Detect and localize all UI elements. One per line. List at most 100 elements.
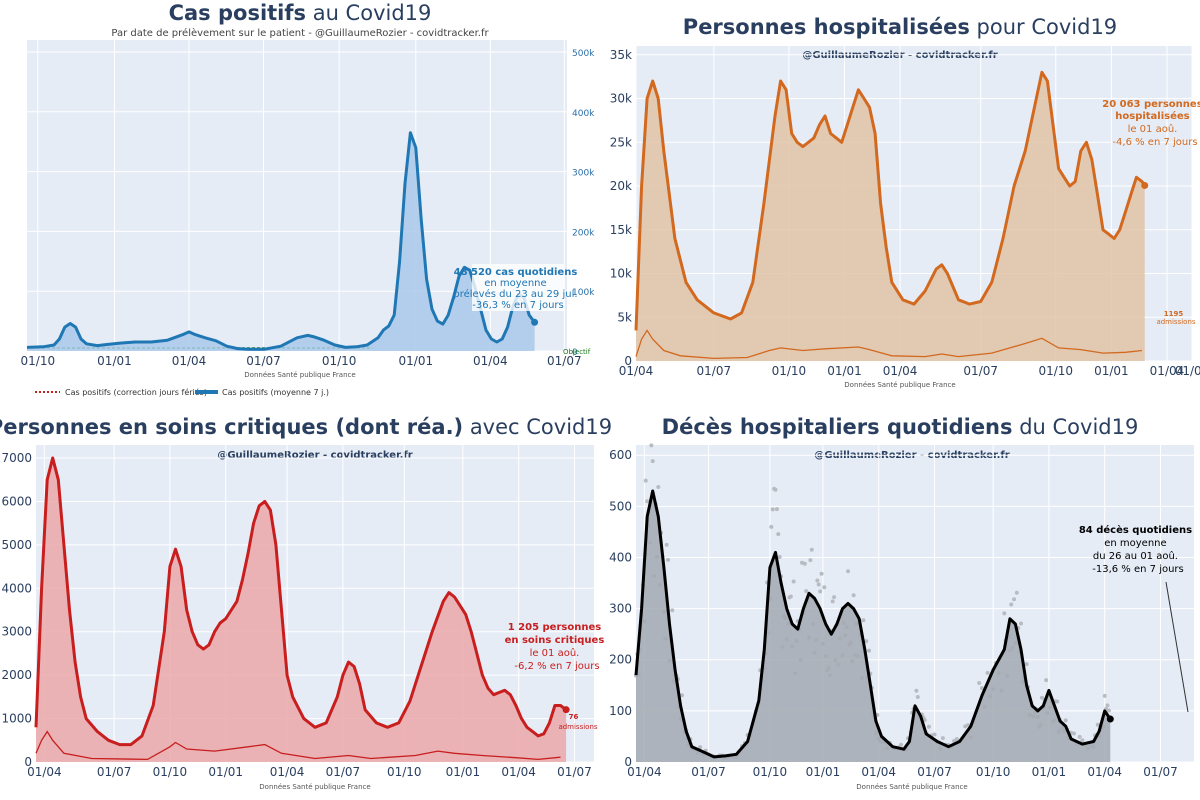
x-tick-label: 01/04: [883, 364, 918, 378]
deaths-chart-panel: Décès hospitaliers quotidiens du Covid19…: [609, 415, 1197, 791]
y-tick-label: 0: [624, 354, 632, 368]
daily-dot: [1077, 734, 1082, 739]
annotation-line-3: prélevés du 23 au 29 jul.: [453, 288, 577, 300]
daily-dot: [1039, 695, 1044, 700]
y-tick-label: 300: [609, 602, 632, 616]
annotation: 84 décès quotidiens en moyenne du 26 au …: [1079, 518, 1197, 575]
y-tick-label: 600: [609, 448, 632, 462]
x-tick-label: 01/10: [153, 765, 188, 779]
data-source: Données Santé publique France: [259, 783, 370, 791]
annotation-line-3: le 01 aoû.: [1128, 123, 1178, 135]
y-tick-label: 4000: [1, 581, 32, 595]
x-tick-label: 01/07: [246, 354, 281, 368]
chart-subtitle: @GuillaumeRozier - covidtracker.fr: [217, 450, 412, 461]
hospitalized-chart-panel: Personnes hospitalisées pour Covid19 @Gu…: [610, 15, 1200, 389]
annotation-line-1: 84 décès quotidiens: [1079, 524, 1192, 536]
daily-dot: [966, 723, 971, 728]
x-tick-label: 01/04: [27, 765, 62, 779]
x-tick-label: 01/10: [753, 765, 788, 779]
daily-dot: [954, 737, 959, 742]
x-tick-label: 01/01: [1032, 765, 1067, 779]
daily-dot: [1002, 611, 1007, 616]
daily-dot: [1009, 602, 1014, 607]
y-tick-label: 15k: [610, 223, 632, 237]
daily-dot: [788, 594, 793, 599]
annotation-line-4: -4,6 % en 7 jours: [1112, 137, 1197, 148]
daily-dot: [816, 582, 821, 587]
annotation: 20 063 personnes hospitalisées le 01 aoû…: [1102, 92, 1200, 148]
daily-dot: [861, 618, 866, 623]
daily-dot: [774, 507, 779, 512]
y-tick-label: 25k: [610, 135, 632, 149]
daily-dot: [698, 745, 703, 750]
x-tick-label: 01/10: [772, 364, 807, 378]
cases-chart-panel: Cas positifs au Covid19 Par date de prél…: [21, 1, 596, 397]
y-tick-label: 2000: [1, 668, 32, 682]
x-tick-label: 01/07: [963, 364, 998, 378]
x-tick-label: 01/07: [917, 765, 952, 779]
series-end-marker: [562, 706, 570, 714]
axis-ticks: 0 100k 200k 300k 400k 500k 01/10 01/01 01/04 01/0…: [21, 49, 596, 368]
x-tick-label: 01/10: [322, 354, 357, 368]
daily-dot: [926, 724, 931, 729]
secondary-unit: admissions: [558, 723, 597, 731]
daily-dot: [649, 443, 654, 448]
axis-ticks: 0 1000 2000 3000 4000 5000 6000 7000 01/04 01/07 0…: [1, 451, 591, 779]
objective-label: Objectif: [563, 348, 591, 356]
daily-dot: [1102, 693, 1107, 698]
annotation-line-1: 1 205 personnes: [508, 622, 602, 633]
y-tick-label: 5000: [1, 538, 32, 552]
x-tick-label: 01/04: [861, 765, 896, 779]
area-series: [34, 456, 570, 762]
daily-dot: [977, 681, 982, 686]
area-series: [634, 489, 1114, 762]
x-tick-label: 01/10: [21, 354, 56, 368]
daily-dot: [1024, 662, 1029, 667]
x-tick-label: 01/04: [172, 354, 207, 368]
secondary-count: 1195: [1164, 310, 1184, 318]
annotation-line-2: hospitalisées: [1115, 110, 1189, 122]
daily-dot: [769, 524, 774, 529]
title-rest: avec Covid19: [463, 415, 612, 439]
series-area-fill: [27, 132, 535, 351]
title-rest: du Covid19: [1013, 415, 1139, 439]
annotation-line-1: 48 520 cas quotidiens: [454, 267, 578, 278]
daily-dot: [1044, 678, 1049, 683]
title-rest: pour Covid19: [970, 15, 1117, 39]
data-source: Données Santé publique France: [244, 371, 355, 379]
annotation-line-1: 20 063 personnes: [1102, 99, 1200, 110]
daily-dot: [832, 595, 837, 600]
series-area-fill: [36, 458, 567, 762]
y-tick-label: 0: [572, 348, 578, 358]
x-tick-label: 01/07: [691, 765, 726, 779]
annotation-line-4: -13,6 % en 7 jours: [1092, 564, 1184, 575]
chart-title: Décès hospitaliers quotidiens du Covid19: [662, 415, 1139, 439]
daily-dot: [815, 578, 820, 583]
daily-dot: [940, 736, 945, 741]
x-tick-label: 01/07: [697, 364, 732, 378]
daily-dot: [915, 695, 920, 700]
annotation-line-4: -6,2 % en 7 jours: [514, 661, 599, 672]
x-tick-label: 01/04: [627, 765, 662, 779]
x-tick-label: 01/04: [1150, 364, 1185, 378]
daily-dot: [1072, 731, 1077, 736]
daily-dot: [670, 608, 675, 613]
annotation-line-3: du 26 au 01 aoû.: [1093, 550, 1178, 562]
daily-dot: [802, 561, 807, 566]
x-tick-label: 01/07: [326, 765, 361, 779]
daily-dot: [1080, 738, 1085, 743]
daily-dot: [804, 589, 809, 594]
annotation-line-2: en moyenne: [1104, 538, 1166, 549]
secondary-label: 76 admissions: [558, 704, 597, 731]
legend-label-average: Cas positifs (moyenne 7 j.): [222, 388, 329, 397]
annotation-line-4: -36,3 % en 7 jours: [472, 300, 564, 311]
y-tick-label: 100: [609, 704, 632, 718]
x-tick-label: 01/07: [557, 765, 592, 779]
title-rest: au Covid19: [306, 1, 431, 25]
annotation: 48 520 cas quotidiens en moyenne prélevé…: [453, 260, 582, 311]
daily-dot: [1063, 718, 1068, 723]
admissions-line: [635, 329, 1143, 360]
daily-dot: [818, 589, 823, 594]
